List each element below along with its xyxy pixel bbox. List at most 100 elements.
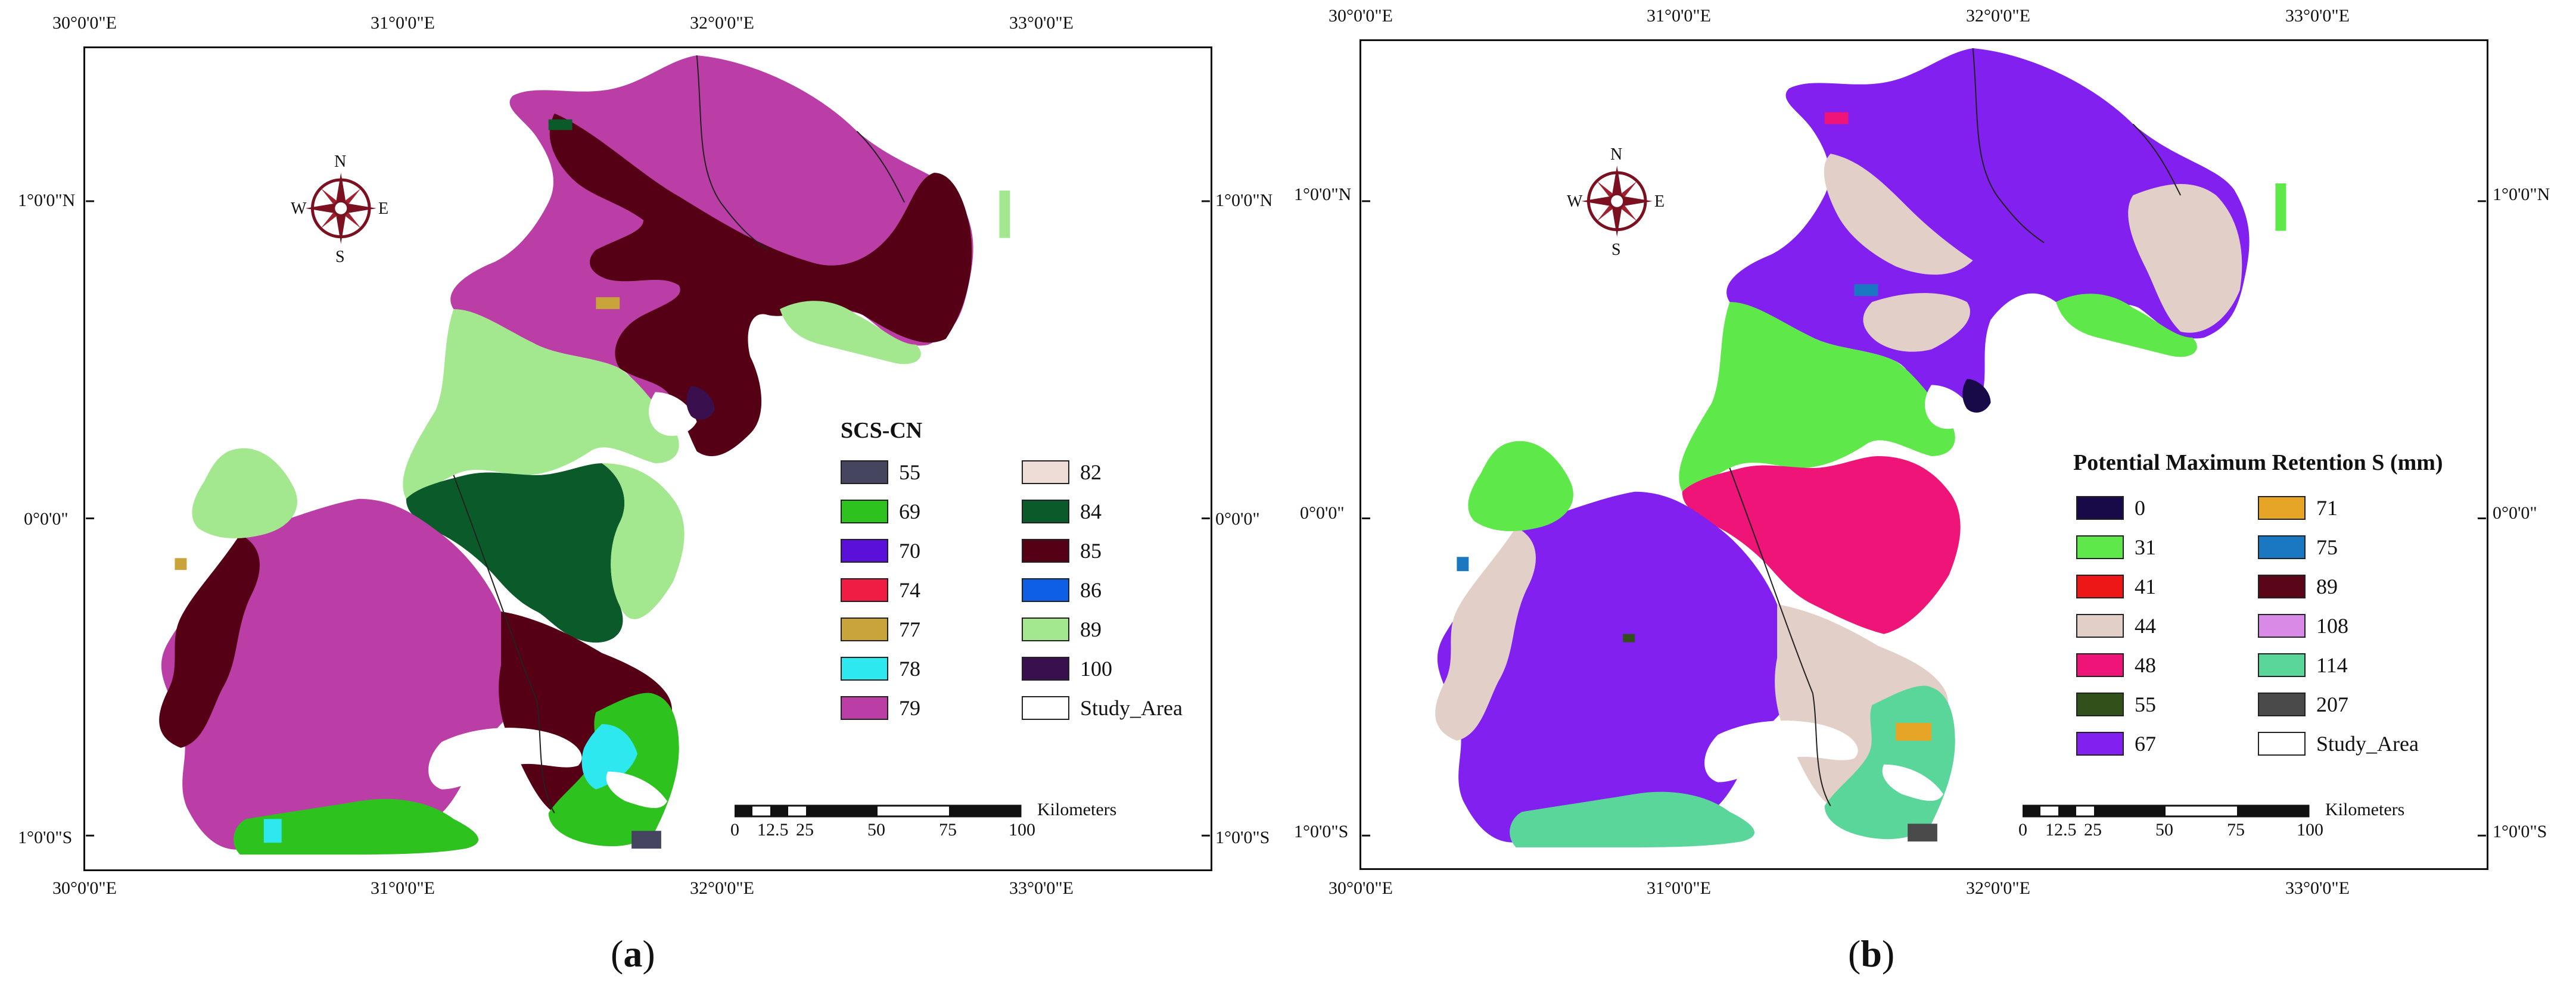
region-cn84-center <box>406 463 625 643</box>
region-cn89-center <box>602 463 685 619</box>
legend-label: 207 <box>2316 693 2348 716</box>
lon-bottom-label: 30°0'0"E <box>52 878 117 898</box>
region-cn77 <box>596 297 620 310</box>
scale-tick: 100 <box>1009 820 1035 840</box>
scale-tick: 50 <box>867 820 885 840</box>
lat-right-label: 0°0'0" <box>2493 503 2537 523</box>
region-s71 <box>1896 723 1931 741</box>
legend-item: 0 <box>2076 495 2145 521</box>
scale-unit-label: Kilometers <box>2325 800 2405 819</box>
region-s114-south <box>1510 791 1755 848</box>
lon-top-label: 32°0'0"E <box>690 13 754 33</box>
region-s31-east <box>2056 294 2197 357</box>
compass-e-label: E <box>378 199 389 218</box>
lat-left-label: 1°0'0"S <box>18 828 73 847</box>
legend-item: 84 <box>1022 498 1102 525</box>
region-cn84-north <box>548 119 573 130</box>
scale-tick: 0 <box>2018 820 2027 840</box>
legend-title: Potential Maximum Retention S (mm) <box>2073 450 2443 475</box>
legend-swatch <box>2076 496 2124 520</box>
north-arrow-compass <box>305 173 377 244</box>
region-s0 <box>1962 379 1991 413</box>
region-cn85-north <box>549 113 972 457</box>
scale-tick: 50 <box>2155 820 2173 840</box>
legend-swatch <box>841 460 888 484</box>
compass-n-label: N <box>334 152 347 171</box>
legend-item: 89 <box>1022 616 1102 643</box>
legend-item: 85 <box>1022 538 1102 564</box>
legend-label: 75 <box>2316 535 2338 559</box>
lon-top-label: 30°0'0"E <box>1329 6 1393 26</box>
lon-bottom-label: 30°0'0"E <box>1329 878 1393 898</box>
compass-w-label: W <box>291 199 307 218</box>
region-s75-west <box>1457 557 1469 572</box>
scale-tick: 100 <box>2297 820 2323 840</box>
legend-item: 69 <box>841 498 920 525</box>
legend-swatch <box>1022 500 1069 523</box>
scale-tick: 12.5 <box>757 820 789 840</box>
legend-swatch <box>2258 535 2306 559</box>
legend-item: 55 <box>841 459 920 485</box>
legend-label: 48 <box>2135 653 2156 677</box>
lon-top-label: 31°0'0"E <box>1647 6 1711 26</box>
legend-label: 71 <box>2316 496 2338 520</box>
legend-item: 207 <box>2258 691 2348 718</box>
region-s44-east <box>2128 184 2242 333</box>
lat-right-label: 1°0'0"S <box>2493 822 2547 841</box>
legend-label: 108 <box>2316 614 2348 638</box>
lat-left-label: 0°0'0" <box>24 509 69 529</box>
region-cn89-edge <box>999 190 1010 238</box>
lon-bottom-label: 31°0'0"E <box>371 878 435 898</box>
panel-label-a: (a) <box>611 932 655 975</box>
legend-label: 100 <box>1080 657 1112 681</box>
legend-swatch <box>1022 617 1069 641</box>
legend-item: 55 <box>2076 691 2156 718</box>
legend-swatch <box>2076 575 2124 598</box>
compass-w-label: W <box>1567 192 1583 211</box>
legend-swatch <box>1022 696 1069 720</box>
legend-swatch <box>1022 539 1069 563</box>
region-cn100 <box>686 386 715 420</box>
north-arrow-compass <box>1581 166 1653 237</box>
legend-item: 78 <box>841 656 920 682</box>
legend-swatch <box>841 539 888 563</box>
study-area-map <box>1362 48 2486 848</box>
legend-item: 75 <box>2258 534 2338 560</box>
panel-label-b: (b) <box>1848 932 1895 975</box>
region-s48-north <box>1824 112 1849 124</box>
legend-swatch <box>1022 578 1069 602</box>
legend-label: 79 <box>899 696 920 720</box>
legend-label: 55 <box>2135 693 2156 716</box>
legend-item: 89 <box>2258 573 2338 600</box>
lon-bottom-label: 31°0'0"E <box>1647 878 1711 898</box>
legend-item: 100 <box>1022 656 1112 682</box>
region-cn55 <box>631 831 661 849</box>
legend-swatch <box>2076 653 2124 677</box>
region-cn78-south <box>263 819 282 843</box>
lon-bottom-label: 33°0'0"E <box>1009 878 1074 898</box>
legend-item: 67 <box>2076 731 2156 757</box>
legend-label: 55 <box>899 460 920 484</box>
legend-label: 31 <box>2135 535 2156 559</box>
lake-area <box>649 392 697 436</box>
scale-tick: 25 <box>796 820 814 840</box>
lon-bottom-label: 32°0'0"E <box>690 878 754 898</box>
legend-label: 89 <box>2316 575 2338 598</box>
lat-right-label: 0°0'0" <box>1215 509 1260 529</box>
lon-top-label: 30°0'0"E <box>52 13 117 33</box>
legend-label: 86 <box>1080 578 1102 602</box>
lat-left-label: 1°0'0"N <box>1294 185 1352 204</box>
lat-right-label: 1°0'0"N <box>1215 191 1273 210</box>
compass-n-label: N <box>1610 145 1623 164</box>
legend-label: 82 <box>1080 460 1102 484</box>
region-cn89-west <box>192 448 297 538</box>
legend-label: 89 <box>1080 617 1102 641</box>
lake-area <box>606 771 667 808</box>
legend-title: SCS-CN <box>841 418 923 443</box>
legend-label: 77 <box>899 617 920 641</box>
lake-area <box>1925 385 1973 429</box>
scale-tick: 12.5 <box>2045 820 2077 840</box>
region-s31-west <box>1468 441 1573 532</box>
lon-top-label: 31°0'0"E <box>371 13 435 33</box>
legend-item: 74 <box>841 577 920 603</box>
